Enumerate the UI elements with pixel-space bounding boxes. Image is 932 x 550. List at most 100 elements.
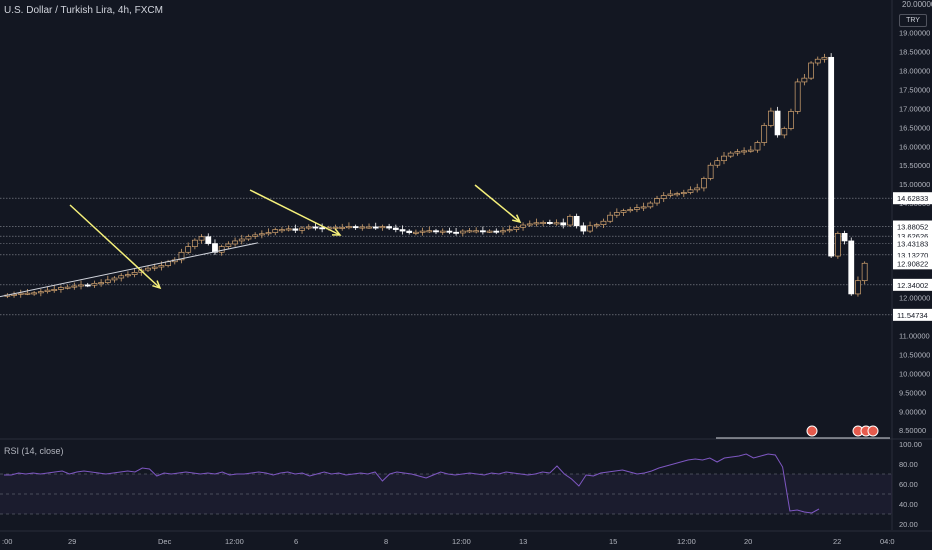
candle-body (634, 207, 640, 210)
candle-body (111, 277, 118, 281)
price-tick-label: 18.50000 (899, 48, 930, 57)
candle-body (71, 285, 78, 288)
candle-body (366, 226, 372, 229)
price-level-badge (893, 308, 932, 321)
candle-body (767, 110, 774, 126)
candle-body (861, 262, 868, 282)
candle-body (828, 56, 835, 257)
candle-body (674, 193, 681, 196)
price-level-label: 14.62833 (897, 194, 928, 203)
candle-body (593, 224, 600, 227)
candle-body (493, 230, 500, 233)
candle-body (339, 226, 346, 229)
candle-body (359, 226, 366, 229)
candle-body (98, 282, 105, 285)
price-level-label: 13.13270 (897, 251, 928, 260)
price-tick-label: 19.00000 (899, 29, 930, 38)
time-axis-label: 15 (609, 537, 617, 546)
candle-body (620, 210, 627, 213)
candle-body (654, 198, 660, 204)
candle-body (198, 236, 205, 241)
candle-body (346, 226, 352, 229)
price-level-badge (893, 278, 932, 291)
candle-body (701, 178, 707, 189)
price-level-badge (893, 257, 932, 270)
rsi-title: RSI (14, close) (4, 446, 64, 456)
candle-body (332, 226, 339, 229)
candle-body (413, 231, 419, 234)
candle-body (372, 226, 379, 229)
price-level-badge (893, 237, 932, 250)
candle-body (252, 234, 259, 237)
candle-body (131, 272, 138, 275)
time-axis-label: 20 (744, 537, 752, 546)
price-tick-label: 17.00000 (899, 104, 930, 113)
candle-body (24, 292, 31, 295)
annotation-arrowhead (152, 280, 162, 290)
time-axis-label: 12:00 (225, 537, 244, 546)
candle-body (285, 228, 292, 231)
time-axis-label: 29 (68, 537, 76, 546)
countdown-label: 01:30:45 (897, 271, 924, 278)
candle-body (37, 291, 44, 294)
candle-body (118, 275, 125, 279)
candle-body (158, 265, 165, 268)
candle-body (17, 292, 24, 295)
time-axis-label: 8 (384, 537, 388, 546)
candle-body (58, 287, 64, 290)
candle-body (299, 227, 305, 231)
candle-body (11, 293, 17, 296)
candle-body (473, 230, 480, 233)
candle-body (714, 160, 721, 166)
price-tick-label: 8.50000 (899, 426, 926, 435)
chart-title: U.S. Dollar / Turkish Lira, 4h, FXCM (4, 5, 163, 16)
candle-body (459, 230, 466, 234)
time-axis-label: 12:00 (677, 537, 696, 546)
candle-body (794, 81, 801, 112)
price-tick-label: 11.00000 (899, 332, 930, 341)
candle-body (848, 240, 855, 295)
candle-body (51, 289, 58, 291)
candle-body (540, 222, 547, 224)
candle-body (788, 111, 794, 129)
candle-body (125, 274, 131, 277)
candle-body (31, 292, 38, 295)
price-level-label: 11.54734 (897, 311, 928, 320)
candle-body (379, 226, 386, 229)
candle-body (426, 230, 433, 233)
time-axis-label: Dec (158, 537, 172, 546)
event-flag-icon (806, 425, 818, 437)
candle-body (64, 286, 71, 289)
candle-body (258, 233, 265, 236)
candle-body (500, 230, 506, 233)
price-tick-label: 16.00000 (899, 142, 930, 151)
price-tick-label: 15.00000 (899, 180, 930, 189)
candle-body (600, 220, 607, 226)
price-level-label: 12.34002 (897, 281, 928, 290)
candle-body (821, 56, 828, 60)
candle-body (245, 236, 252, 240)
currency-badge[interactable]: TRY (899, 14, 927, 27)
annotation-arrow (249, 189, 341, 236)
rsi-tick-label: 20.00 (899, 520, 918, 529)
price-tick-label: 16.50000 (899, 123, 930, 132)
candle-body (265, 232, 272, 235)
time-axis-label: 6 (294, 537, 298, 546)
candle-body (533, 222, 540, 225)
candle-body (218, 246, 225, 253)
price-tick-label: 9.50000 (899, 388, 926, 397)
candle-body (660, 195, 667, 199)
candle-body (292, 228, 299, 231)
candle-body (151, 266, 158, 269)
candle-body (814, 58, 821, 64)
candle-body (774, 110, 781, 136)
candle-body (506, 229, 513, 232)
candle-body (587, 225, 593, 232)
candle-body (513, 226, 520, 230)
candle-body (439, 230, 446, 233)
candle-body (84, 284, 91, 287)
candle-body (808, 62, 814, 79)
candle-body (754, 142, 761, 151)
price-tick-label: 9.00000 (899, 407, 926, 416)
